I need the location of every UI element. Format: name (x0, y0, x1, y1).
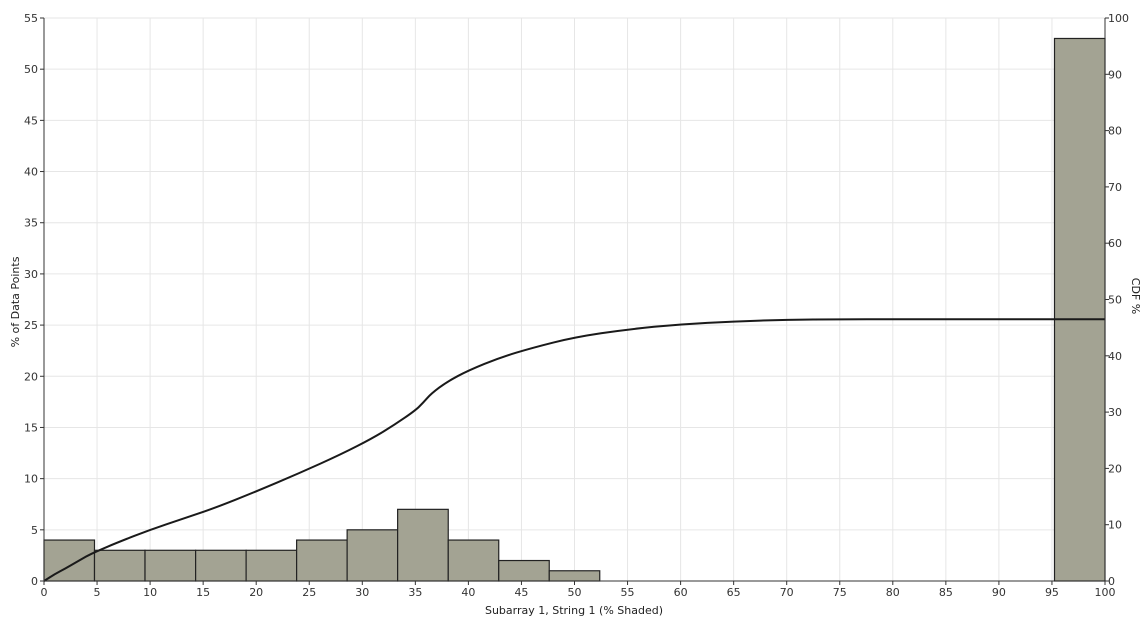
x-tick-label: 60 (674, 586, 688, 599)
y2-tick-label: 60 (1108, 237, 1122, 250)
histogram-bar (296, 539, 348, 582)
x-tick-label: 75 (833, 586, 847, 599)
bars-layer (43, 37, 1106, 582)
histogram-bar (195, 549, 247, 582)
histogram-bar (498, 559, 550, 582)
cdf-line-layer (43, 318, 1105, 582)
x-tick-label: 90 (992, 586, 1006, 599)
y2-tick-label: 100 (1108, 12, 1129, 25)
x-tick-label: 0 (41, 586, 48, 599)
x-tick-label: 50 (568, 586, 582, 599)
histogram-bar (397, 508, 449, 582)
y-tick-label: 25 (24, 319, 38, 332)
y-tick-label: 55 (24, 12, 38, 25)
y-tick-label: 35 (24, 217, 38, 230)
x-tick-label: 10 (143, 586, 157, 599)
y-tick-label: 5 (31, 524, 38, 537)
x-tick-label: 65 (727, 586, 741, 599)
histogram-bar (245, 549, 298, 582)
histogram-bar (346, 529, 399, 582)
x-tick-label: 40 (461, 586, 475, 599)
x-tick-label: 15 (196, 586, 210, 599)
x-tick-label: 85 (939, 586, 953, 599)
x-tick-label: 95 (1045, 586, 1059, 599)
x-tick-label: 100 (1095, 586, 1116, 599)
histogram-bar (1053, 37, 1106, 582)
histogram-bar (548, 570, 601, 582)
y2-tick-label: 40 (1108, 350, 1122, 363)
y-tick-label: 0 (31, 575, 38, 588)
y-tick-label: 40 (24, 166, 38, 179)
x-tick-label: 70 (780, 586, 794, 599)
x-tick-label: 55 (621, 586, 635, 599)
grid-layer (43, 17, 1106, 582)
x-tick-label: 45 (514, 586, 528, 599)
y2-axis-title: CDF % (1129, 278, 1142, 314)
y2-tick-label: 80 (1108, 125, 1122, 138)
histogram-bar (144, 549, 197, 582)
y2-tick-label: 70 (1108, 181, 1122, 194)
y2-tick-label: 0 (1108, 575, 1115, 588)
histogram-bar (447, 539, 500, 582)
y2-tick-label: 90 (1108, 68, 1122, 81)
y2-tick-label: 50 (1108, 294, 1122, 307)
y-axis-title: % of Data Points (9, 256, 22, 347)
x-tick-label: 30 (355, 586, 369, 599)
x-axis-title: Subarray 1, String 1 (% Shaded) (485, 604, 663, 617)
y-tick-label: 30 (24, 268, 38, 281)
y-tick-label: 45 (24, 114, 38, 127)
ticks-layer: 0 5 10 15 20 25 30 35 40 45 50 55 60 65 70 75 80 85 90 95 10… (24, 12, 1129, 599)
y-tick-label: 50 (24, 63, 38, 76)
x-tick-label: 25 (302, 586, 316, 599)
y2-tick-label: 20 (1108, 462, 1122, 475)
x-tick-label: 20 (249, 586, 263, 599)
y-tick-label: 15 (24, 421, 38, 434)
histogram-bar (93, 549, 146, 582)
x-tick-label: 35 (408, 586, 422, 599)
x-tick-label: 5 (94, 586, 101, 599)
y2-tick-label: 30 (1108, 406, 1122, 419)
x-tick-label: 80 (886, 586, 900, 599)
cdf-line (43, 318, 1105, 582)
histogram-bar (43, 539, 96, 582)
y-tick-label: 10 (24, 473, 38, 486)
y2-tick-label: 10 (1108, 519, 1122, 532)
y-tick-label: 20 (24, 370, 38, 383)
